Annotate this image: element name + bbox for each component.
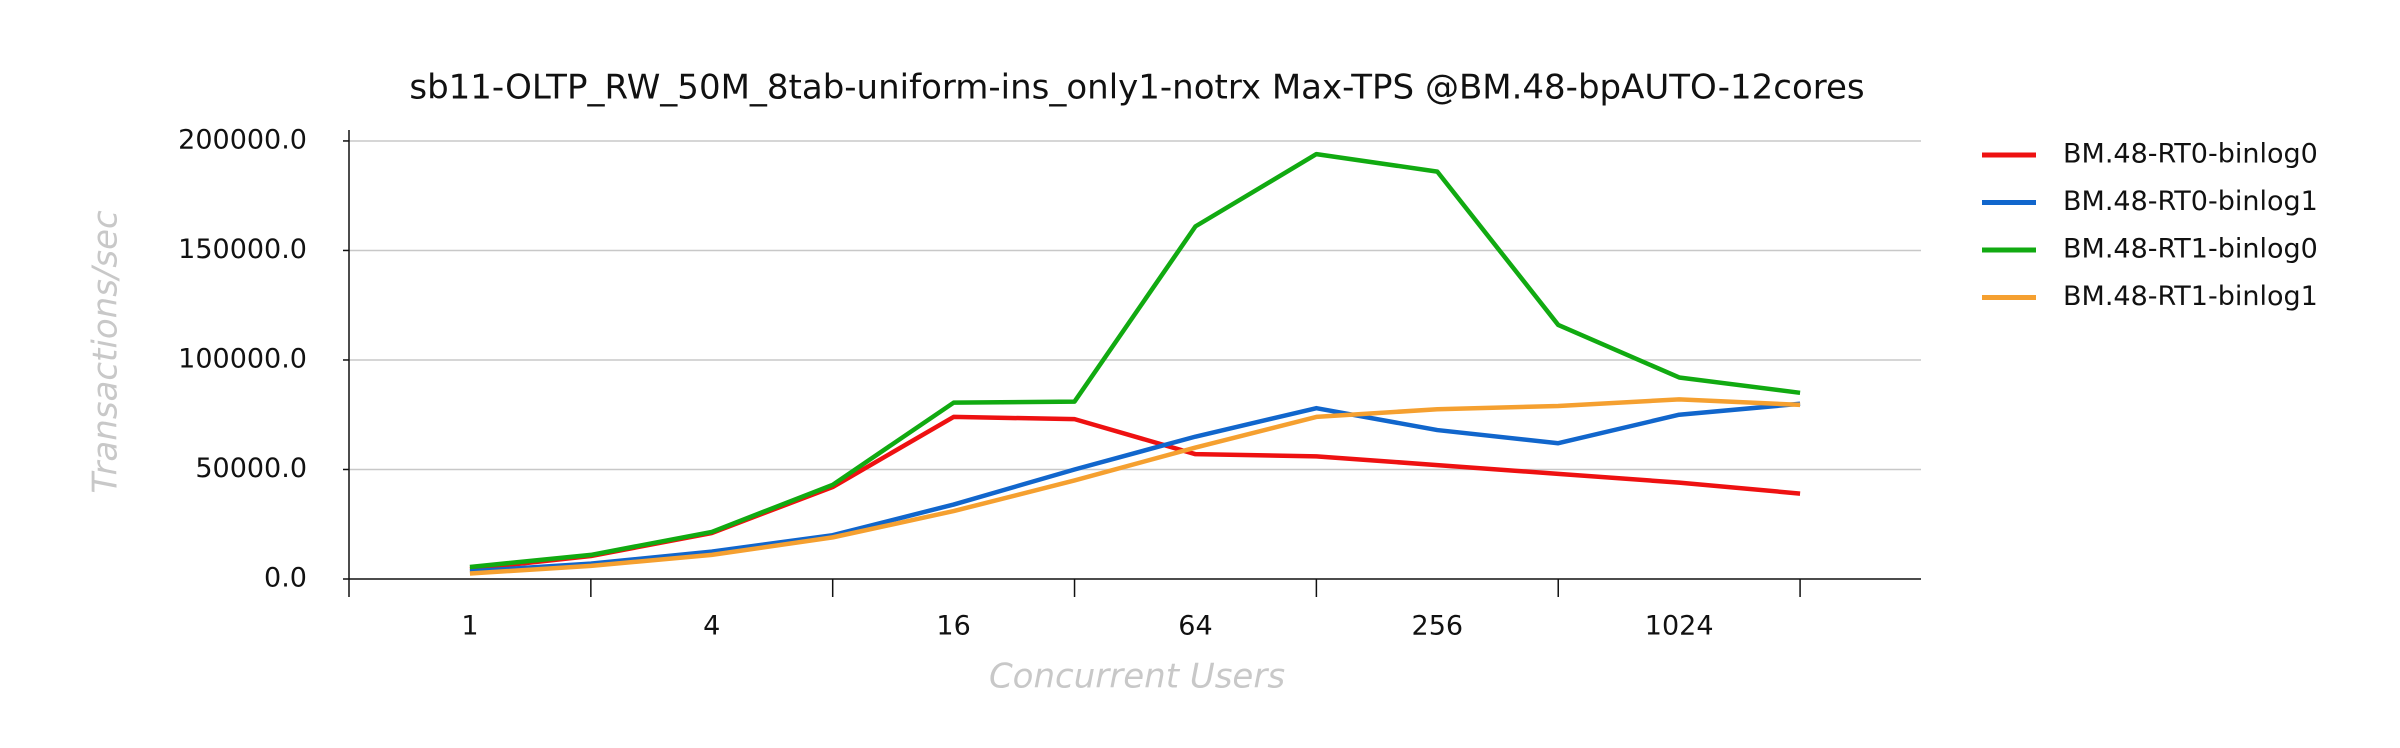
series-line — [469, 401, 1801, 574]
y-tick-label: 200000.0 — [178, 124, 307, 155]
chart-title: sb11-OLTP_RW_50M_8tab-uniform-ins_only1-… — [409, 68, 1864, 108]
x-axis-label: Concurrent Users — [989, 657, 1285, 697]
series-line — [469, 397, 1801, 576]
series-line — [469, 151, 1801, 570]
legend-label: BM.48-RT1-binlog1 — [2063, 281, 2318, 312]
x-tick-label: 64 — [1178, 611, 1212, 642]
series-line — [469, 414, 1801, 572]
y-tick-label: 150000.0 — [178, 234, 307, 265]
x-tick-label: 1 — [461, 611, 478, 642]
y-tick-label: 50000.0 — [195, 453, 307, 484]
x-tick-label: 1024 — [1645, 611, 1714, 642]
legend-label: BM.48-RT1-binlog0 — [2063, 234, 2318, 265]
legend-label: BM.48-RT0-binlog1 — [2063, 186, 2318, 217]
x-tick-label: 16 — [936, 611, 970, 642]
x-tick-label: 4 — [703, 611, 720, 642]
x-tick-label: 256 — [1412, 611, 1464, 642]
legend-label: BM.48-RT0-binlog0 — [2063, 139, 2318, 170]
y-tick-label: 0.0 — [264, 563, 307, 594]
y-tick-label: 100000.0 — [178, 343, 307, 374]
y-axis-label: Transactions/sec — [86, 210, 126, 494]
